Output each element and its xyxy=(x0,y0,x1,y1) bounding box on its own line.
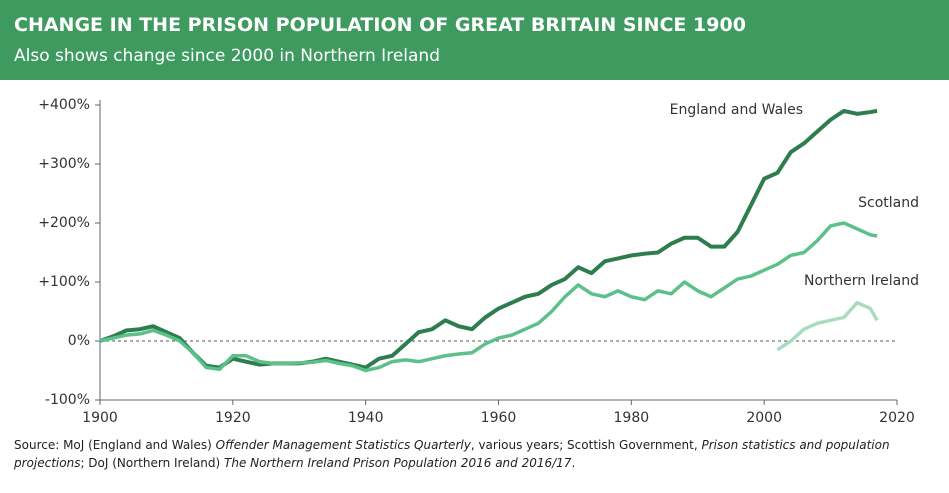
y-tick-label: +300% xyxy=(38,156,90,172)
series-line xyxy=(99,221,878,373)
source-part: ; DoJ (Northern Ireland) xyxy=(80,456,225,470)
source-part: Prison statistics and population project… xyxy=(14,438,890,470)
chart-subtitle: Also shows change since 2000 in Northern… xyxy=(14,46,440,66)
source-part: The Northern Ireland Prison Population 2… xyxy=(224,456,572,470)
series-label: England and Wales xyxy=(670,102,803,118)
series-line xyxy=(776,300,879,352)
x-tick-label: 1960 xyxy=(481,410,517,426)
series-label: Northern Ireland xyxy=(804,273,919,289)
source-part: Offender Management Statistics Quarterly xyxy=(215,438,471,452)
source-note: Source: MoJ (England and Wales) Offender… xyxy=(14,436,934,472)
source-part: , various years; Scottish Government, xyxy=(470,438,702,452)
header: CHANGE IN THE PRISON POPULATION OF GREAT… xyxy=(0,0,949,80)
x-tick-label: 2000 xyxy=(746,410,782,426)
source-part: . xyxy=(571,456,576,470)
y-tick-label: 0% xyxy=(68,333,90,349)
series-label: Scotland xyxy=(858,195,919,211)
x-tick-label: 1920 xyxy=(215,410,251,426)
series-line xyxy=(99,108,878,370)
y-tick-label: +100% xyxy=(38,274,90,290)
y-tick-label: +400% xyxy=(38,97,90,113)
x-tick-label: 2020 xyxy=(879,410,915,426)
x-tick-label: 1900 xyxy=(82,410,118,426)
y-tick-label: +200% xyxy=(38,215,90,231)
chart: -100% 0% +100% +200% +300% +400% 1900 1920 1940 1… xyxy=(38,97,919,426)
chart-title: CHANGE IN THE PRISON POPULATION OF GREAT… xyxy=(14,14,746,36)
y-tick-label: -100% xyxy=(45,392,90,408)
source-part: Source: MoJ (England and Wales) xyxy=(14,438,216,452)
x-tick-label: 1980 xyxy=(614,410,650,426)
x-tick-label: 1940 xyxy=(348,410,384,426)
